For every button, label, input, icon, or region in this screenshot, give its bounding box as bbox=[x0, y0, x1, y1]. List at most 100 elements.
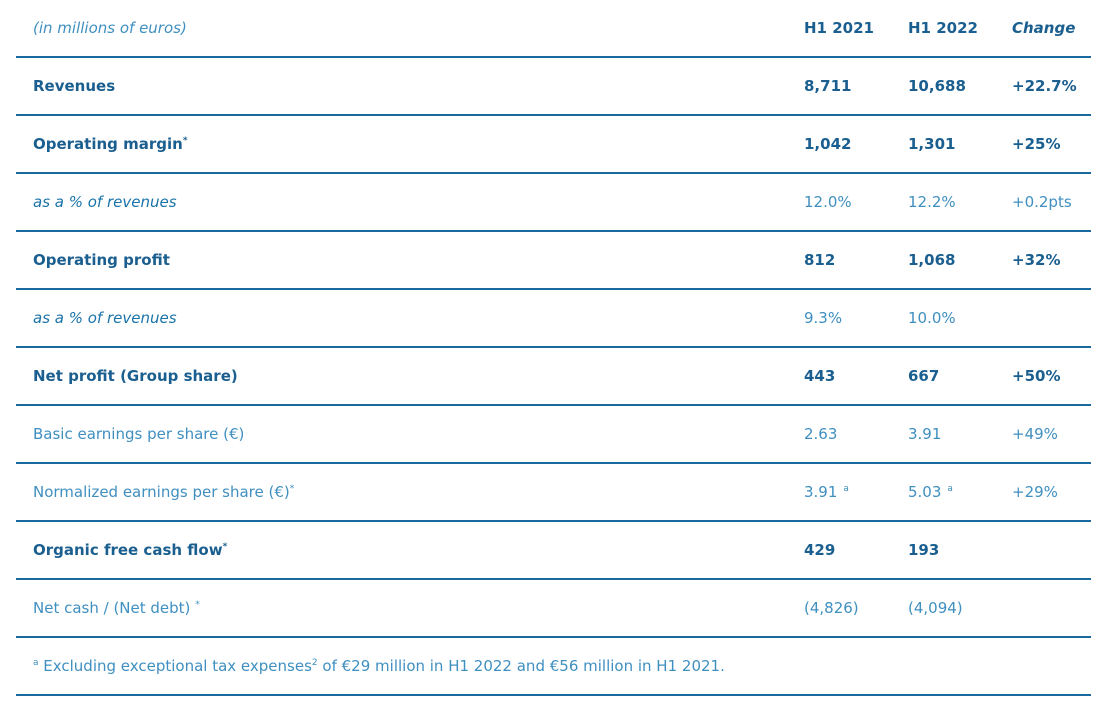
value-change: +49% bbox=[1012, 425, 1058, 443]
value-h1-2022-text: (4,094) bbox=[908, 599, 963, 617]
footnote-text: a Excluding exceptional tax expenses2 of… bbox=[33, 657, 725, 675]
value-change: +22.7% bbox=[1012, 77, 1077, 95]
value-h1-2021-text: 12.0% bbox=[804, 193, 852, 211]
value-change: +25% bbox=[1012, 135, 1060, 153]
value-h1-2022: 3.91 bbox=[908, 425, 941, 443]
row-label-text: Net cash / (Net debt) bbox=[33, 599, 196, 617]
row-label: Normalized earnings per share (€)* bbox=[33, 483, 294, 501]
value-h1-2021-text: 2.63 bbox=[804, 425, 838, 443]
table-row: Net profit (Group share) 443 667 +50% bbox=[16, 348, 1091, 406]
value-h1-2022: 10.0% bbox=[908, 309, 956, 327]
value-h1-2022: 1,301 bbox=[908, 135, 955, 153]
footnote-text-part2: of €29 million in H1 2022 and €56 millio… bbox=[317, 657, 725, 675]
value-change: +0.2pts bbox=[1012, 193, 1072, 211]
value-change-text: +0.2pts bbox=[1012, 193, 1072, 211]
value-change-text: +22.7% bbox=[1012, 77, 1077, 95]
row-label-superscript: * bbox=[182, 136, 188, 146]
table-row: Net cash / (Net debt) * (4,826) (4,094) bbox=[16, 580, 1091, 638]
header-change: Change bbox=[1012, 19, 1076, 37]
table-row: as a % of revenues 12.0% 12.2% +0.2pts bbox=[16, 174, 1091, 232]
value-h1-2022-text: 5.03 bbox=[908, 483, 942, 501]
value-h1-2021: 429 bbox=[804, 541, 835, 559]
value-h1-2021-text: 3.91 bbox=[804, 483, 838, 501]
value-h1-2022-text: 12.2% bbox=[908, 193, 956, 211]
row-label-text: Basic earnings per share (€) bbox=[33, 425, 245, 443]
value-h1-2021: (4,826) bbox=[804, 599, 859, 617]
value-h1-2021: 8,711 bbox=[804, 77, 851, 95]
value-h1-2022-text: 667 bbox=[908, 367, 940, 385]
value-change-text: +50% bbox=[1012, 367, 1061, 385]
row-label-text: Normalized earnings per share (€) bbox=[33, 483, 290, 501]
value-h1-2021-footnote-marker: a bbox=[843, 484, 849, 494]
header-h1-2021: H1 2021 bbox=[804, 19, 874, 37]
value-h1-2022: 10,688 bbox=[908, 77, 966, 95]
row-label-text: Operating profit bbox=[33, 251, 170, 269]
value-h1-2022: 193 bbox=[908, 541, 939, 559]
value-h1-2022-text: 3.91 bbox=[908, 425, 942, 443]
value-h1-2022: (4,094) bbox=[908, 599, 963, 617]
row-label: Basic earnings per share (€) bbox=[33, 425, 244, 443]
row-label-superscript: * bbox=[195, 600, 200, 610]
value-h1-2021: 1,042 bbox=[804, 135, 851, 153]
table-row: Operating profit 812 1,068 +32% bbox=[16, 232, 1091, 290]
row-label-text: Net profit (Group share) bbox=[33, 367, 238, 385]
value-h1-2022-text: 193 bbox=[908, 541, 940, 559]
row-label-text: Organic free cash flow bbox=[33, 541, 223, 559]
value-h1-2022: 1,068 bbox=[908, 251, 955, 269]
value-change: +32% bbox=[1012, 251, 1060, 269]
value-h1-2021: 3.91 a bbox=[804, 483, 849, 501]
row-label: as a % of revenues bbox=[33, 193, 177, 211]
row-label: Operating margin* bbox=[33, 135, 188, 153]
value-change-text: +29% bbox=[1012, 483, 1058, 501]
row-label-text: as a % of revenues bbox=[33, 309, 177, 327]
table-header-row: (in millions of euros) H1 2021 H1 2022 C… bbox=[16, 0, 1091, 58]
value-h1-2021: 443 bbox=[804, 367, 835, 385]
table-body: Revenues 8,711 10,688 +22.7% Operating margi… bbox=[16, 58, 1091, 638]
row-label: Net profit (Group share) bbox=[33, 367, 238, 385]
footnote-marker: a bbox=[33, 658, 39, 668]
value-h1-2021-text: (4,826) bbox=[804, 599, 859, 617]
financial-summary-table: (in millions of euros) H1 2021 H1 2022 C… bbox=[16, 0, 1091, 696]
value-change-text: +25% bbox=[1012, 135, 1061, 153]
value-h1-2021: 12.0% bbox=[804, 193, 852, 211]
value-h1-2021-text: 9.3% bbox=[804, 309, 843, 327]
footnote-row: a Excluding exceptional tax expenses2 of… bbox=[16, 638, 1091, 696]
row-label: Organic free cash flow* bbox=[33, 541, 227, 559]
table-row: Organic free cash flow* 429 193 bbox=[16, 522, 1091, 580]
value-h1-2022-text: 10.0% bbox=[908, 309, 956, 327]
table-row: Revenues 8,711 10,688 +22.7% bbox=[16, 58, 1091, 116]
value-change: +50% bbox=[1012, 367, 1060, 385]
value-h1-2021: 9.3% bbox=[804, 309, 842, 327]
value-h1-2021: 2.63 bbox=[804, 425, 837, 443]
row-label-superscript: * bbox=[289, 484, 295, 494]
value-h1-2021: 812 bbox=[804, 251, 835, 269]
row-label-superscript: * bbox=[222, 542, 228, 552]
value-h1-2022-footnote-marker: a bbox=[947, 484, 953, 494]
value-h1-2021-text: 429 bbox=[804, 541, 836, 559]
row-label: as a % of revenues bbox=[33, 309, 177, 327]
table-row: Basic earnings per share (€) 2.63 3.91 +49% bbox=[16, 406, 1091, 464]
table-row: Operating margin* 1,042 1,301 +25% bbox=[16, 116, 1091, 174]
table-row: as a % of revenues 9.3% 10.0% bbox=[16, 290, 1091, 348]
value-change: +29% bbox=[1012, 483, 1058, 501]
table-row: Normalized earnings per share (€)* 3.91 a 5… bbox=[16, 464, 1091, 522]
row-label: Revenues bbox=[33, 77, 115, 95]
header-units-label: (in millions of euros) bbox=[33, 19, 187, 37]
row-label-text: Revenues bbox=[33, 77, 116, 95]
row-label-text: as a % of revenues bbox=[33, 193, 177, 211]
value-h1-2022: 5.03 a bbox=[908, 483, 953, 501]
value-h1-2021-text: 443 bbox=[804, 367, 836, 385]
row-label: Net cash / (Net debt) * bbox=[33, 599, 200, 617]
value-h1-2022-text: 10,688 bbox=[908, 77, 966, 95]
value-h1-2022: 12.2% bbox=[908, 193, 956, 211]
footnote-text-part1: Excluding exceptional tax expenses bbox=[38, 657, 312, 675]
row-label-text: Operating margin bbox=[33, 135, 183, 153]
value-h1-2022: 667 bbox=[908, 367, 939, 385]
footnote-ref: 2 bbox=[311, 658, 318, 668]
header-h1-2022: H1 2022 bbox=[908, 19, 978, 37]
value-h1-2021-text: 812 bbox=[804, 251, 836, 269]
value-change-text: +32% bbox=[1012, 251, 1061, 269]
value-change-text: +49% bbox=[1012, 425, 1058, 443]
value-h1-2022-text: 1,068 bbox=[908, 251, 956, 269]
value-h1-2021-text: 8,711 bbox=[804, 77, 852, 95]
